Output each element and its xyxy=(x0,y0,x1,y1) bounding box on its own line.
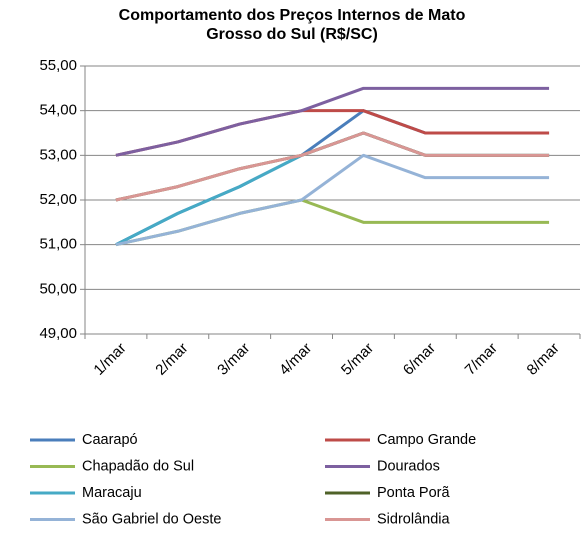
x-tick-label: 3/mar xyxy=(214,340,253,379)
legend-label: Dourados xyxy=(377,458,440,474)
series-line xyxy=(115,198,550,247)
chart-title: Comportamento dos Preços Internos de Mat… xyxy=(118,7,466,43)
x-tick-label: 4/mar xyxy=(276,340,315,379)
series-line xyxy=(115,86,550,157)
legend-label: Campo Grande xyxy=(377,432,476,448)
y-tick-label: 53,00 xyxy=(39,146,77,163)
legend-label: Chapadão do Sul xyxy=(82,458,194,474)
x-tick-label: 5/mar xyxy=(338,340,377,379)
legend-label: Caarapó xyxy=(82,432,138,448)
legend-label: Maracaju xyxy=(82,485,142,501)
y-tick-label: 55,00 xyxy=(39,57,77,74)
series-line xyxy=(115,131,550,247)
x-tick-label: 7/mar xyxy=(462,340,501,379)
y-tick-label: 50,00 xyxy=(39,280,77,297)
y-tick-label: 54,00 xyxy=(39,102,77,119)
legend-label: Ponta Porã xyxy=(377,485,450,501)
x-tick-label: 6/mar xyxy=(400,340,439,379)
series-line xyxy=(115,131,550,202)
x-tick-label: 2/mar xyxy=(152,340,191,379)
y-tick-label: 49,00 xyxy=(39,325,77,342)
y-tick-label: 52,00 xyxy=(39,191,77,208)
y-tick-label: 51,00 xyxy=(39,236,77,253)
legend-label: Sidrolândia xyxy=(377,511,450,527)
x-tick-label: 8/mar xyxy=(524,340,563,379)
series-line xyxy=(115,153,550,247)
legend-label: São Gabriel do Oeste xyxy=(82,511,221,527)
x-tick-label: 1/mar xyxy=(90,340,129,379)
